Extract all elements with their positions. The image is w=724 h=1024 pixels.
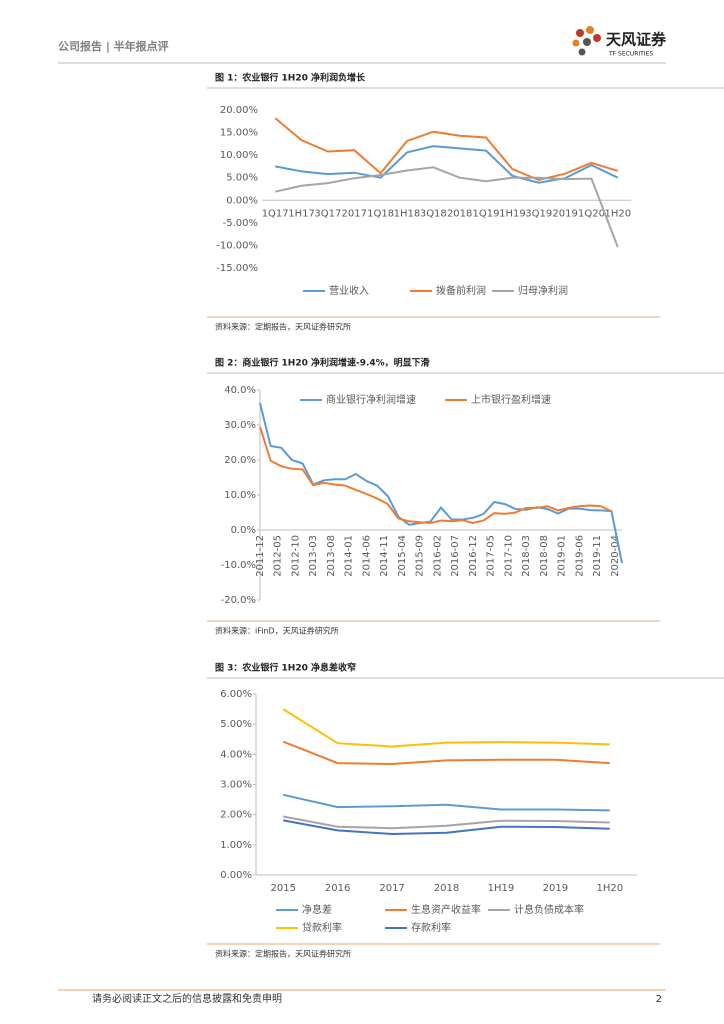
x-tick-label: 2015 [270, 883, 295, 894]
legend-label: 贷款利率 [302, 921, 342, 934]
series-line [259, 402, 623, 564]
x-tick-label: 2016-12 [468, 535, 479, 577]
x-tick-label: 2018 [447, 208, 472, 219]
header-left: 公司报告 | 半年报点评 [58, 39, 169, 53]
y-tick-label: 15.00% [220, 128, 258, 139]
series-line [282, 740, 610, 766]
x-tick-label: 2019 [552, 208, 577, 219]
series-line [274, 117, 619, 182]
series-line [283, 819, 610, 836]
y-tick-label: -5.00% [223, 218, 258, 229]
logo-sub: TF SECURITIES [608, 51, 653, 58]
logo-icon [572, 26, 601, 56]
x-tick-label: 1Q19 [473, 208, 500, 219]
y-tick-label: 0.00% [220, 870, 252, 881]
y-tick-label: 2.00% [220, 810, 252, 821]
source-note: 资料来源：iFinD，天风证券研究所 [215, 626, 339, 636]
x-tick-label: 2020-04 [610, 535, 621, 577]
x-tick-label: 2016-07 [450, 535, 461, 577]
legend-label: 生息资产收益率 [411, 903, 481, 916]
x-tick-label: 1H17 [288, 208, 315, 219]
x-tick-label: 1Q17 [262, 208, 289, 219]
y-tick-label: 0.0% [231, 525, 256, 536]
y-tick-label: 6.00% [220, 689, 252, 700]
series-line [282, 793, 610, 812]
x-tick-label: 2017 [379, 883, 404, 894]
x-tick-label: 2012-10 [290, 535, 301, 577]
legend-label: 上市银行盈利增速 [471, 393, 551, 406]
x-tick-label: 2018-03 [521, 535, 532, 577]
x-tick-label: 2018-08 [539, 535, 550, 577]
series-line [283, 815, 610, 830]
x-tick-label: 2013-08 [326, 535, 337, 577]
x-tick-label: 3Q17 [314, 208, 341, 219]
y-tick-label: -20.0% [221, 595, 256, 606]
source-note: 资料来源：定期报告，天风证券研究所 [215, 949, 351, 959]
x-tick-label: 2014-01 [344, 535, 355, 577]
footer-disclaimer: 请务必阅读正文之后的信息披露和免责申明 [92, 992, 282, 1005]
legend-label: 商业银行净利润增速 [326, 393, 416, 406]
y-tick-label: 20.0% [224, 455, 256, 466]
x-tick-label: 1H20 [596, 883, 623, 894]
x-tick-label: 1Q18 [367, 208, 394, 219]
x-tick-label: 1H20 [605, 208, 632, 219]
x-tick-label: 2019-11 [592, 535, 603, 577]
y-tick-label: -15.00% [216, 263, 258, 274]
figure-caption: 图 3：农业银行 1H20 净息差收窄 [215, 662, 356, 674]
x-tick-label: 2017 [342, 208, 367, 219]
x-tick-label: 2019-01 [557, 535, 568, 577]
figure-caption: 图 2：商业银行 1H20 净利润增速-9.4%，明显下滑 [215, 357, 430, 369]
x-tick-label: 1Q20 [578, 208, 605, 219]
x-tick-label: 2017-10 [503, 535, 514, 577]
x-tick-label: 2018 [434, 883, 459, 894]
x-tick-label: 3Q18 [420, 208, 447, 219]
legend-label: 营业收入 [329, 284, 369, 297]
series-line [274, 166, 619, 248]
y-tick-label: 20.00% [220, 105, 258, 116]
y-tick-label: 4.00% [220, 749, 252, 760]
y-tick-label: 5.00% [226, 173, 258, 184]
y-tick-label: 10.00% [220, 150, 258, 161]
source-note: 资料来源：定期报告，天风证券研究所 [215, 322, 351, 332]
y-tick-label: 40.0% [224, 385, 256, 396]
y-tick-label: 0.00% [226, 195, 258, 206]
logo-text: 天风证券 [606, 31, 667, 49]
x-tick-label: 2016-02 [432, 535, 443, 577]
x-tick-label: 2019-06 [574, 535, 585, 577]
x-tick-label: 1H19 [499, 208, 526, 219]
x-tick-label: 2016 [325, 883, 350, 894]
y-tick-label: 10.0% [224, 490, 256, 501]
x-tick-label: 2014-06 [361, 535, 372, 577]
y-tick-label: -10.0% [221, 560, 256, 571]
x-tick-label: 2014-11 [379, 535, 390, 577]
y-tick-label: 5.00% [220, 719, 252, 730]
page-number: 2 [656, 994, 662, 1005]
x-tick-label: 2011-12 [255, 535, 266, 577]
x-tick-label: 2019 [543, 883, 568, 894]
legend-label: 存款利率 [411, 921, 451, 934]
y-tick-label: 30.0% [224, 420, 256, 431]
x-tick-label: 1H19 [488, 883, 515, 894]
x-tick-label: 2013-03 [308, 535, 319, 577]
series-line [282, 708, 610, 748]
x-tick-label: 2015-09 [415, 535, 426, 577]
x-tick-label: 2012-05 [273, 535, 284, 577]
x-tick-label: 1H18 [394, 208, 421, 219]
legend-label: 拨备前利润 [436, 284, 486, 297]
legend-label: 净息差 [302, 903, 332, 916]
series-line [259, 426, 612, 525]
y-tick-label: 3.00% [220, 780, 252, 791]
legend-label: 归母净利润 [518, 284, 568, 297]
x-tick-label: 3Q19 [525, 208, 552, 219]
x-tick-label: 2015-04 [397, 535, 408, 577]
figure-caption: 图 1：农业银行 1H20 净利润负增长 [215, 72, 366, 84]
legend-label: 计息负债成本率 [514, 903, 584, 916]
y-tick-label: 1.00% [220, 840, 252, 851]
y-tick-label: -10.00% [216, 240, 258, 251]
x-tick-label: 2017-05 [486, 535, 497, 577]
